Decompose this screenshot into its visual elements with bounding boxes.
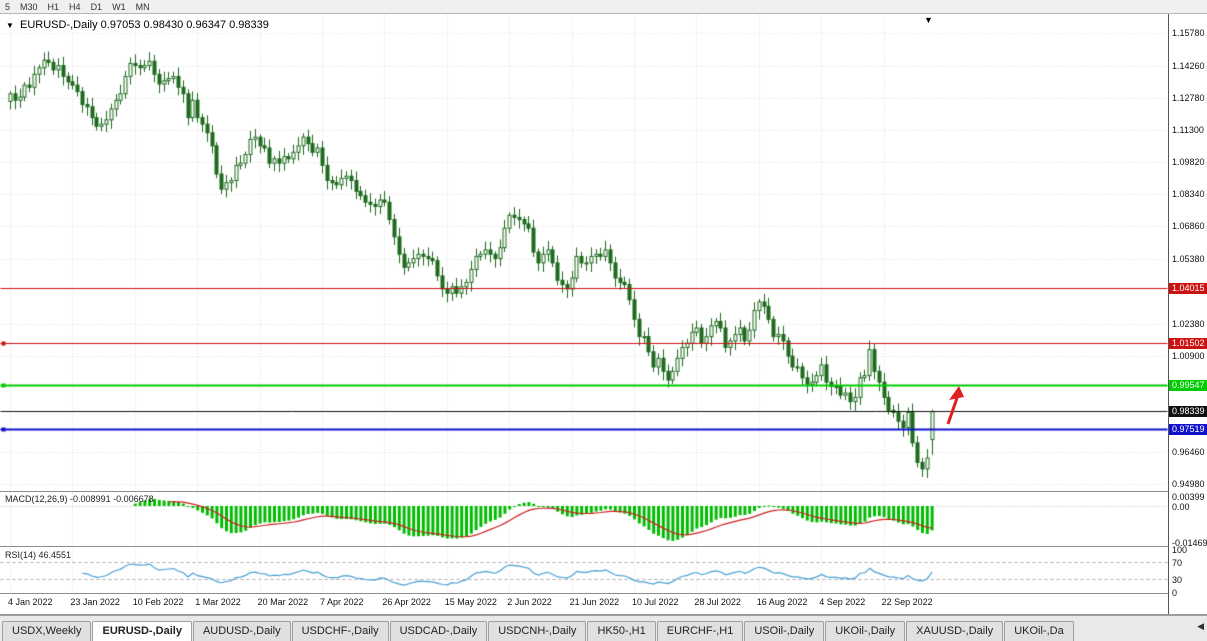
x-axis-label: 2 Jun 2022 xyxy=(507,597,552,607)
bar-marker-icon: ▼ xyxy=(924,15,933,25)
price-tick: 0.94980 xyxy=(1172,479,1205,489)
price-tick: 1.09820 xyxy=(1172,157,1205,168)
x-axis-label: 26 Apr 2022 xyxy=(382,597,431,607)
x-axis-label: 1 Mar 2022 xyxy=(195,597,241,607)
rsi-name: RSI(14) xyxy=(5,550,37,560)
tab-usdcnh-daily[interactable]: USDCNH-,Daily xyxy=(488,621,587,641)
price-axis[interactable]: 1.15780 1.14260 1.12780 1.11300 1.09820 1.083… xyxy=(1168,14,1207,614)
x-axis-label: 23 Jan 2022 xyxy=(70,597,120,607)
tab-usdchf-daily[interactable]: USDCHF-,Daily xyxy=(291,621,389,641)
price-tick: 0.96460 xyxy=(1172,446,1205,457)
tab-scroll-left-icon[interactable]: ◀ xyxy=(1197,621,1204,631)
timeframe-button-d1[interactable]: D1 xyxy=(90,1,103,12)
tab-eurusd-daily[interactable]: EURUSD-,Daily xyxy=(92,621,192,641)
chart-tab-bar: USDX,Weekly EURUSD-,Daily AUDUSD-,Daily USD… xyxy=(0,615,1207,641)
tab-eurchf-h1[interactable]: EURCHF-,H1 xyxy=(656,621,744,641)
tab-ukoil-daily[interactable]: UKOil-,Daily xyxy=(825,621,906,641)
chart-ohlc-values: 0.97053 0.98430 0.96347 0.98339 xyxy=(100,19,269,31)
x-axis-label: 7 Apr 2022 xyxy=(320,597,364,607)
chart-dropdown-icon[interactable]: ▼ xyxy=(6,21,14,30)
timeframe-button-mn[interactable]: MN xyxy=(135,1,150,12)
price-level-badge: 1.04015 xyxy=(1169,283,1207,295)
pane-separator[interactable] xyxy=(0,546,1207,547)
rsi-axis-tick: 100 xyxy=(1172,545,1188,555)
price-tick: 1.00900 xyxy=(1172,350,1205,361)
price-tick: 1.12780 xyxy=(1172,93,1205,104)
trend-arrow-annotation[interactable] xyxy=(940,384,968,426)
rsi-value: 46.4551 xyxy=(38,550,72,560)
price-tick: 1.06860 xyxy=(1172,221,1205,232)
tab-ukoil-da[interactable]: UKOil-,Da xyxy=(1004,621,1074,641)
macd-pane-canvas[interactable] xyxy=(0,492,1168,546)
tab-xauusd-daily[interactable]: XAUUSD-,Daily xyxy=(906,621,1004,641)
price-level-badge: 1.01502 xyxy=(1169,337,1207,349)
macd-name: MACD(12,26,9) xyxy=(5,494,68,504)
rsi-axis-tick: 0 xyxy=(1172,588,1178,598)
macd-signal-value: -0.006678 xyxy=(113,494,154,504)
chart-title: ▼ EURUSD-,Daily 0.97053 0.98430 0.96347 … xyxy=(6,19,269,31)
tab-usoil-daily[interactable]: USOil-,Daily xyxy=(744,621,825,641)
rsi-pane-canvas[interactable] xyxy=(0,548,1168,593)
price-tick: 1.08340 xyxy=(1172,189,1205,200)
timeframe-toolbar: 5 M30 H1 H4 D1 W1 MN xyxy=(0,0,1207,14)
price-level-badge: 0.99547 xyxy=(1169,379,1207,391)
chart-area: ▼ EURUSD-,Daily 0.97053 0.98430 0.96347 … xyxy=(0,14,1207,615)
pane-separator[interactable] xyxy=(0,593,1207,594)
macd-axis-tick: 0.00399 xyxy=(1172,491,1205,502)
tab-usdcad-daily[interactable]: USDCAD-,Daily xyxy=(389,621,488,641)
price-tick: 1.05380 xyxy=(1172,253,1205,264)
tab-hk50-h1[interactable]: HK50-,H1 xyxy=(587,621,656,641)
rsi-indicator-label: RSI(14) 46.4551 xyxy=(5,550,71,560)
timeframe-button-m30[interactable]: M30 xyxy=(20,1,38,12)
timeframe-button-h1[interactable]: H1 xyxy=(47,1,60,12)
price-chart-canvas[interactable] xyxy=(0,14,1168,491)
price-level-badge: 0.98339 xyxy=(1169,406,1207,418)
rsi-axis-tick: 70 xyxy=(1172,557,1183,568)
price-tick: 1.14260 xyxy=(1172,60,1205,71)
macd-axis-tick: 0.00 xyxy=(1172,501,1190,512)
price-tick: 1.11300 xyxy=(1172,125,1204,136)
tab-audusd-daily[interactable]: AUDUSD-,Daily xyxy=(192,621,291,641)
price-tick: 1.15780 xyxy=(1172,28,1205,38)
x-axis-label: 4 Jan 2022 xyxy=(8,597,53,607)
chart-symbol-label: EURUSD-,Daily xyxy=(19,19,98,31)
macd-axis-tick: -0.01469 xyxy=(1172,537,1207,548)
timeframe-button-w1[interactable]: W1 xyxy=(112,1,126,12)
x-axis-label: 10 Jul 2022 xyxy=(632,597,679,607)
x-axis-label: 28 Jul 2022 xyxy=(694,597,741,607)
x-axis-label: 15 May 2022 xyxy=(444,597,497,607)
rsi-axis-tick: 30 xyxy=(1172,575,1183,586)
x-axis-label: 21 Jun 2022 xyxy=(569,597,620,607)
macd-main-value: -0.008991 xyxy=(70,494,111,504)
tab-usdx-weekly[interactable]: USDX,Weekly xyxy=(2,621,92,641)
x-axis-label: 10 Feb 2022 xyxy=(132,597,184,607)
timeframe-button-5[interactable]: 5 xyxy=(5,1,11,12)
macd-indicator-label: MACD(12,26,9) -0.008991 -0.006678 xyxy=(5,494,154,504)
pane-separator[interactable] xyxy=(0,491,1207,492)
x-axis-label: 16 Aug 2022 xyxy=(756,597,808,607)
price-level-badge: 0.97519 xyxy=(1169,423,1207,435)
x-axis-label: 22 Sep 2022 xyxy=(881,597,933,607)
price-tick: 1.02380 xyxy=(1172,318,1205,329)
x-axis-label: 4 Sep 2022 xyxy=(819,597,866,607)
x-axis-label: 20 Mar 2022 xyxy=(257,597,309,607)
timeframe-button-h4[interactable]: H4 xyxy=(69,1,81,12)
